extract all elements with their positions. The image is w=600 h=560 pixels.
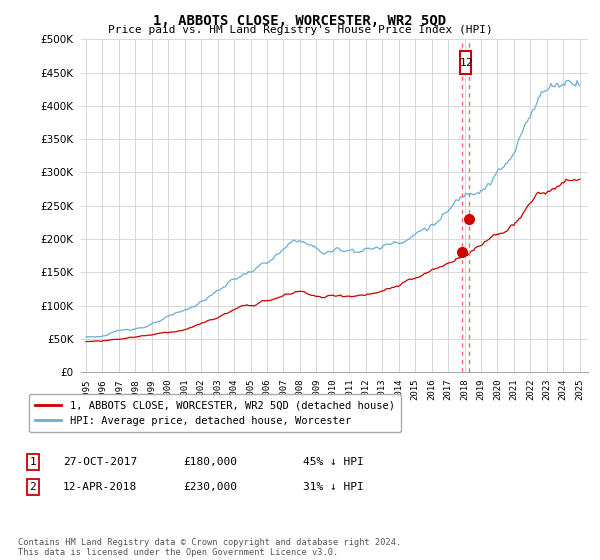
Text: £230,000: £230,000: [183, 482, 237, 492]
Legend: 1, ABBOTS CLOSE, WORCESTER, WR2 5QD (detached house), HPI: Average price, detach: 1, ABBOTS CLOSE, WORCESTER, WR2 5QD (det…: [29, 394, 401, 432]
Text: 1: 1: [29, 457, 37, 467]
Text: 2: 2: [466, 58, 472, 68]
FancyBboxPatch shape: [460, 51, 471, 74]
Text: 27-OCT-2017: 27-OCT-2017: [63, 457, 137, 467]
Text: 31% ↓ HPI: 31% ↓ HPI: [303, 482, 364, 492]
Text: 2: 2: [29, 482, 37, 492]
Text: £180,000: £180,000: [183, 457, 237, 467]
Text: Price paid vs. HM Land Registry's House Price Index (HPI): Price paid vs. HM Land Registry's House …: [107, 25, 493, 35]
Text: 12-APR-2018: 12-APR-2018: [63, 482, 137, 492]
Text: Contains HM Land Registry data © Crown copyright and database right 2024.
This d: Contains HM Land Registry data © Crown c…: [18, 538, 401, 557]
Text: 1, ABBOTS CLOSE, WORCESTER, WR2 5QD: 1, ABBOTS CLOSE, WORCESTER, WR2 5QD: [154, 14, 446, 28]
Text: 1: 1: [460, 58, 467, 68]
Text: 45% ↓ HPI: 45% ↓ HPI: [303, 457, 364, 467]
